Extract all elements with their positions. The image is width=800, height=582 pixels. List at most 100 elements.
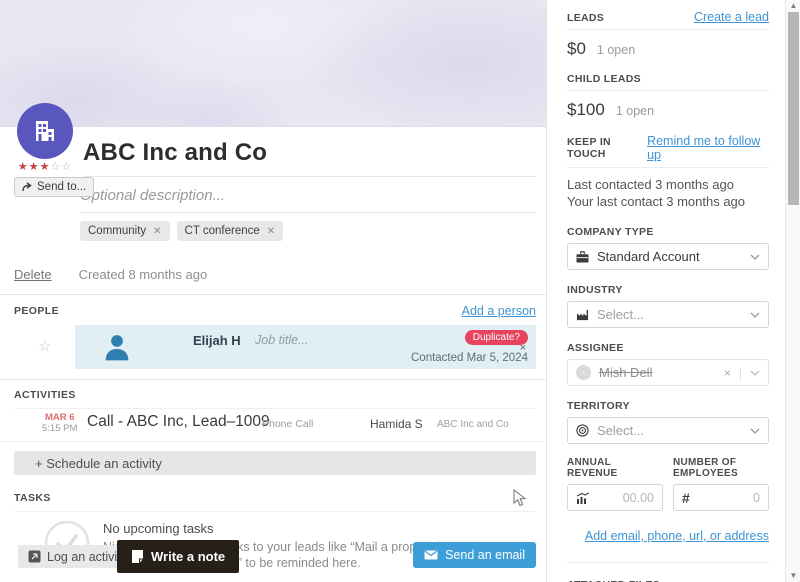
child-leads-summary: $100 1 open bbox=[567, 91, 769, 120]
divider bbox=[567, 562, 769, 563]
tasks-section-header: TASKS bbox=[0, 483, 546, 511]
add-person-link[interactable]: Add a person bbox=[461, 304, 536, 318]
star-filled-icon[interactable]: ★ bbox=[39, 161, 51, 173]
page-title[interactable]: ABC Inc and Co bbox=[83, 139, 536, 177]
person-name: Elijah H bbox=[193, 333, 241, 348]
activity-user: Hamida S bbox=[370, 417, 423, 431]
write-note-button[interactable]: Write a note bbox=[117, 540, 240, 573]
attached-files-label: ATTACHED FILES bbox=[567, 579, 769, 582]
assignee-avatar: ◦ bbox=[576, 365, 591, 380]
person-row[interactable]: ☆ Elijah H Job title... Duplicate? × Con… bbox=[38, 325, 536, 369]
briefcase-icon bbox=[576, 250, 589, 263]
assignee-select[interactable]: ◦ Mish Dell × | bbox=[567, 359, 769, 386]
company-type-value: Standard Account bbox=[597, 249, 700, 264]
divider bbox=[0, 294, 546, 295]
territory-select[interactable]: Select... bbox=[567, 417, 769, 444]
divider bbox=[14, 511, 536, 512]
send-email-button[interactable]: Send an email bbox=[413, 542, 536, 568]
create-lead-link[interactable]: Create a lead bbox=[693, 10, 769, 24]
send-email-label: Send an email bbox=[445, 548, 525, 562]
child-leads-amount: $100 bbox=[567, 100, 605, 119]
building-icon bbox=[36, 121, 54, 141]
divider bbox=[14, 408, 536, 409]
add-contact-info-link[interactable]: Add email, phone, url, or address bbox=[584, 529, 769, 543]
scrollbar-thumb[interactable] bbox=[788, 12, 799, 205]
employees-field: NUMBER OF EMPLOYEES # 0 bbox=[673, 457, 769, 511]
remind-follow-up-link[interactable]: Remind me to follow up bbox=[647, 134, 761, 162]
tag-pill[interactable]: CT conference ✕ bbox=[176, 221, 284, 241]
company-avatar[interactable] bbox=[17, 103, 73, 159]
leads-label: LEADS bbox=[567, 12, 605, 24]
industry-select[interactable]: Select... bbox=[567, 301, 769, 328]
activity-row[interactable]: MAR 6 5:15 PM Call - ABC Inc, Lead–1009 … bbox=[0, 409, 546, 442]
territory-field: TERRITORY Select... bbox=[567, 400, 769, 444]
leads-open-count: 1 open bbox=[596, 43, 636, 57]
people-section-header: PEOPLE Add a person bbox=[0, 295, 546, 325]
star-filled-icon[interactable]: ★ bbox=[28, 161, 40, 173]
description-input[interactable]: Optional description... bbox=[80, 177, 536, 213]
scroll-up-arrow-icon[interactable]: ▲ bbox=[789, 1, 798, 10]
delete-link[interactable]: Delete bbox=[14, 267, 52, 282]
star-rating: ★★★☆☆ bbox=[14, 161, 76, 173]
industry-placeholder: Select... bbox=[597, 307, 644, 322]
assignee-field: ASSIGNEE ◦ Mish Dell × | bbox=[567, 342, 769, 386]
your-last-contact-text: Your last contact 3 months ago bbox=[567, 194, 746, 209]
employees-input[interactable]: # 0 bbox=[673, 484, 769, 511]
keep-in-touch-label: KEEP IN TOUCH bbox=[567, 136, 611, 160]
company-avatar-column: ★★★☆☆ Send to... bbox=[14, 103, 95, 197]
person-job-title[interactable]: Job title... bbox=[255, 333, 309, 347]
send-to-label: Send to... bbox=[37, 181, 87, 193]
note-icon bbox=[132, 550, 143, 563]
write-note-label: Write a note bbox=[151, 549, 226, 564]
footer-action-bar: Log an activity Write a note Send an ema… bbox=[0, 536, 546, 582]
last-contacted-text: Last contacted 3 months ago bbox=[567, 177, 734, 192]
divider bbox=[0, 379, 546, 380]
annual-revenue-label: ANNUAL REVENUE bbox=[567, 457, 618, 479]
scroll-down-arrow-icon[interactable]: ▼ bbox=[789, 571, 798, 580]
tag-remove-icon[interactable]: ✕ bbox=[153, 225, 162, 237]
annual-revenue-field: ANNUAL REVENUE 00.00 bbox=[567, 457, 663, 511]
child-leads-label: CHILD LEADS bbox=[567, 73, 641, 85]
vertical-scrollbar[interactable]: ▲ ▼ bbox=[785, 0, 800, 582]
meta-row: Delete Created 8 months ago bbox=[0, 267, 546, 294]
leads-header: LEADS Create a lead bbox=[567, 10, 769, 24]
chevron-down-icon bbox=[750, 312, 760, 318]
favorite-star-icon[interactable]: ☆ bbox=[38, 338, 52, 355]
lead-sidebar: LEADS Create a lead $0 1 open CHILD LEAD… bbox=[547, 0, 785, 582]
child-leads-open-count: 1 open bbox=[615, 104, 655, 118]
activity-time: 5:15 PM bbox=[42, 423, 78, 434]
person-close-icon[interactable]: × bbox=[519, 342, 526, 354]
star-empty-icon[interactable]: ☆ bbox=[61, 161, 73, 173]
keep-in-touch-header: KEEP IN TOUCH Remind me to follow up bbox=[567, 134, 769, 162]
people-label: PEOPLE bbox=[14, 305, 59, 317]
divider bbox=[567, 29, 769, 30]
tag-label: Community bbox=[88, 225, 147, 237]
star-empty-icon[interactable]: ☆ bbox=[50, 161, 62, 173]
contacted-date: Contacted Mar 5, 2024 bbox=[411, 352, 528, 364]
chevron-down-icon bbox=[750, 428, 760, 434]
annual-revenue-input[interactable]: 00.00 bbox=[567, 484, 663, 511]
tag-remove-icon[interactable]: ✕ bbox=[266, 225, 276, 237]
chevron-down-icon bbox=[750, 254, 760, 260]
child-leads-header: CHILD LEADS bbox=[567, 73, 769, 85]
schedule-activity-button[interactable]: + Schedule an activity bbox=[14, 451, 536, 475]
assignee-clear-icon[interactable]: × bbox=[723, 365, 731, 380]
log-activity-button[interactable]: Log an activity bbox=[18, 545, 137, 568]
factory-icon bbox=[576, 309, 589, 320]
star-filled-icon[interactable]: ★ bbox=[17, 161, 29, 173]
tag-label: CT conference bbox=[184, 225, 260, 237]
annual-revenue-placeholder: 00.00 bbox=[622, 490, 654, 505]
duplicate-badge[interactable]: Duplicate? bbox=[464, 330, 528, 345]
company-type-label: COMPANY TYPE bbox=[567, 226, 654, 238]
activity-title[interactable]: Call - ABC Inc, Lead–1009 bbox=[87, 413, 270, 430]
log-activity-icon bbox=[28, 550, 41, 563]
hash-icon: # bbox=[682, 489, 690, 506]
territory-label: TERRITORY bbox=[567, 400, 630, 412]
tag-list: Community ✕ CT conference ✕ bbox=[80, 213, 536, 241]
chevron-down-icon bbox=[750, 370, 760, 376]
tag-pill[interactable]: Community ✕ bbox=[80, 221, 170, 241]
activities-label: ACTIVITIES bbox=[14, 389, 76, 401]
company-type-select[interactable]: Standard Account bbox=[567, 243, 769, 270]
send-to-button[interactable]: Send to... bbox=[14, 177, 95, 197]
leads-summary: $0 1 open bbox=[567, 30, 769, 59]
